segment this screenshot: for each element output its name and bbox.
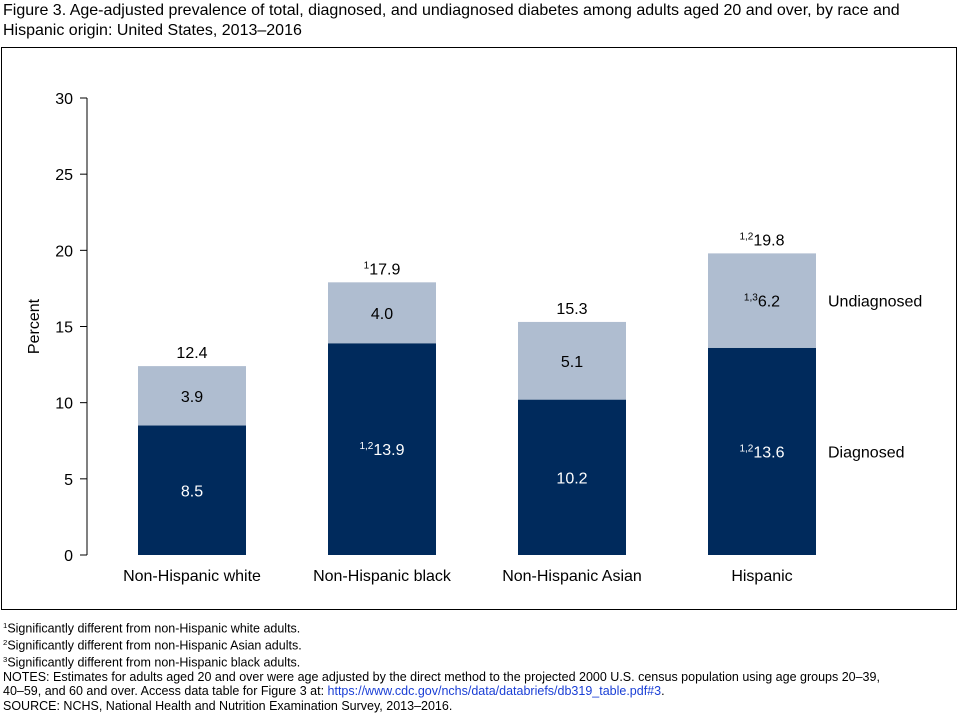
x-tick-label: Non-Hispanic black: [313, 568, 452, 585]
bar-undiagnosed: [328, 282, 436, 344]
y-tick-label: 20: [55, 243, 73, 260]
data-label-total: 15.3: [556, 301, 587, 318]
legend-diagnosed: Diagnosed: [828, 444, 905, 461]
bar-diagnosed: [518, 399, 626, 555]
x-tick-label: Hispanic: [731, 568, 792, 585]
footnote-1: 1Significantly different from non-Hispan…: [3, 621, 301, 636]
data-label-diagnosed: 10.2: [556, 470, 587, 487]
x-tick-label: Non-Hispanic white: [123, 568, 261, 585]
y-tick-label: 25: [55, 167, 73, 184]
data-label-total: 117.9: [364, 260, 401, 278]
footnote-3: 3Significantly different from non-Hispan…: [3, 654, 301, 669]
data-label-undiagnosed: 4.0: [371, 306, 393, 323]
y-axis-label: Percent: [26, 298, 43, 354]
footnote-2: 2Significantly different from non-Hispan…: [3, 637, 302, 653]
y-tick-label: 15: [55, 320, 73, 337]
y-tick-label: 30: [55, 91, 73, 108]
data-table-link[interactable]: https://www.cdc.gov/nchs/data/databriefs…: [327, 684, 662, 699]
bar-undiagnosed: [138, 366, 246, 426]
notes-line-2: 40–59, and 60 and over. Access data tabl…: [3, 684, 665, 699]
data-label-diagnosed: 1,213.9: [359, 441, 404, 459]
notes-line-1: NOTES: Estimates for adults aged 20 and …: [3, 669, 880, 684]
bar-diagnosed: [708, 347, 816, 555]
chart-title: Figure 3. Age-adjusted prevalence of tot…: [3, 2, 900, 39]
chart-frame: 0 5 10 15 20 25 30 Percent 8.5 3.9 12.4 Non-Hispani…: [1, 47, 957, 610]
data-label-total: 1,219.8: [739, 231, 784, 249]
data-label-diagnosed: 1,213.6: [739, 443, 784, 461]
x-tick-label: Non-Hispanic Asian: [502, 568, 642, 585]
data-label-undiagnosed: 5.1: [561, 354, 583, 371]
source-line: SOURCE: NCHS, National Health and Nutrit…: [3, 698, 453, 713]
y-tick-label: 0: [64, 548, 73, 565]
data-label-undiagnosed: 1,36.2: [744, 293, 780, 311]
footnotes: 1Significantly different from non-Hispan…: [3, 619, 953, 713]
data-label-total: 12.4: [176, 345, 207, 362]
stacked-bar-chart: 0 5 10 15 20 25 30 Percent 8.5 3.9 12.4 Non-Hispani…: [26, 91, 922, 585]
bar-diagnosed: [138, 425, 246, 555]
legend-undiagnosed: Undiagnosed: [828, 294, 922, 311]
y-tick-label: 10: [55, 396, 73, 413]
y-tick-label: 5: [64, 472, 73, 489]
data-label-undiagnosed: 3.9: [181, 389, 203, 406]
data-label-diagnosed: 8.5: [181, 483, 203, 500]
bar-undiagnosed: [708, 253, 816, 348]
bar-diagnosed: [328, 343, 436, 555]
bar-undiagnosed: [518, 321, 626, 400]
